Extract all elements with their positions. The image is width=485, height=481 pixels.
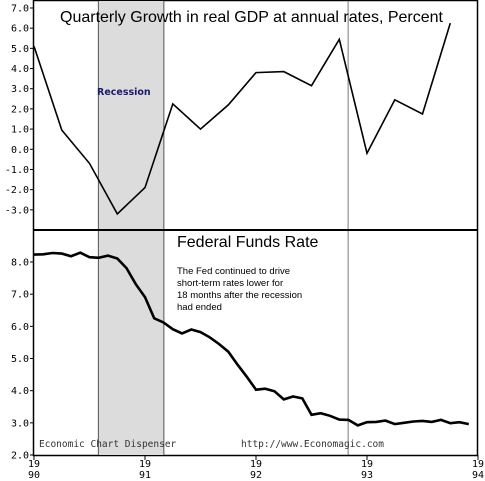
- fed-funds-panel: 8.0 7.0 6.0 5.0 4.0 3.0 2.0 Federal Funds Rate…: [11, 231, 470, 462]
- ff-y-tick-label: 5.0: [11, 354, 29, 365]
- gdp-y-tick-label: -1.0: [5, 165, 29, 176]
- x-tick-year: 92: [250, 470, 262, 481]
- gdp-y-tick-labels: 7.0 6.0 5.0 4.0 3.0 2.0 1.0 0.0 -1.0 -2.0 -3.0: [5, 4, 34, 216]
- gdp-y-tick-label: 5.0: [11, 44, 29, 55]
- annotation-line-3: 18 months after the recession: [177, 290, 302, 301]
- gdp-y-tick-label: -2.0: [5, 185, 29, 196]
- x-tick-year: 93: [361, 470, 373, 481]
- recession-label: Recession: [97, 87, 151, 98]
- fed-funds-recession-shade: [98, 231, 164, 455]
- x-tick-year: 94: [472, 470, 484, 481]
- ff-y-tick-label: 2.0: [11, 451, 29, 462]
- annotation-line-1: The Fed continued to drive: [177, 266, 290, 277]
- x-tick-century: 19: [139, 459, 151, 470]
- gdp-y-tick-label: 3.0: [11, 84, 29, 95]
- gdp-y-tick-label: -3.0: [5, 205, 29, 216]
- x-tick-century: 19: [28, 459, 40, 470]
- ff-y-tick-label: 4.0: [11, 386, 29, 397]
- gdp-y-tick-label: 0.0: [11, 145, 29, 156]
- x-tick-century: 19: [361, 459, 373, 470]
- gdp-y-tick-label: 1.0: [11, 125, 29, 136]
- x-tick-year: 91: [139, 470, 151, 481]
- credit-left: Economic Chart Dispenser: [39, 439, 177, 450]
- credit-right: http://www.Economagic.com: [241, 439, 384, 450]
- fed-funds-rate-line: [33, 251, 470, 427]
- x-tick-century: 19: [472, 459, 484, 470]
- fed-funds-y-tick-labels: 8.0 7.0 6.0 5.0 4.0 3.0 2.0: [11, 258, 34, 462]
- ff-y-tick-label: 3.0: [11, 418, 29, 429]
- gdp-panel: 7.0 6.0 5.0 4.0 3.0 2.0 1.0 0.0 -1.0 -2.0 -3.0 Qua…: [5, 1, 452, 229]
- gdp-y-tick-label: 6.0: [11, 24, 29, 35]
- x-tick-year: 90: [28, 470, 40, 481]
- gdp-y-tick-label: 2.0: [11, 104, 29, 115]
- gdp-y-tick-label: 4.0: [11, 64, 29, 75]
- annotation-line-2: short-term rates lower for: [177, 278, 283, 289]
- ff-y-tick-label: 7.0: [11, 290, 29, 301]
- x-tick-century: 19: [250, 459, 262, 470]
- gdp-y-tick-label: 7.0: [11, 4, 29, 15]
- fed-funds-chart-title: Federal Funds Rate: [177, 234, 319, 251]
- gdp-recession-shade: [98, 1, 164, 229]
- annotation-line-4: had ended: [177, 302, 222, 313]
- gdp-chart-title: Quarterly Growth in real GDP at annual r…: [60, 9, 444, 26]
- ff-y-tick-label: 6.0: [11, 322, 29, 333]
- gdp-growth-line: [33, 22, 452, 216]
- ff-y-tick-label: 8.0: [11, 258, 29, 269]
